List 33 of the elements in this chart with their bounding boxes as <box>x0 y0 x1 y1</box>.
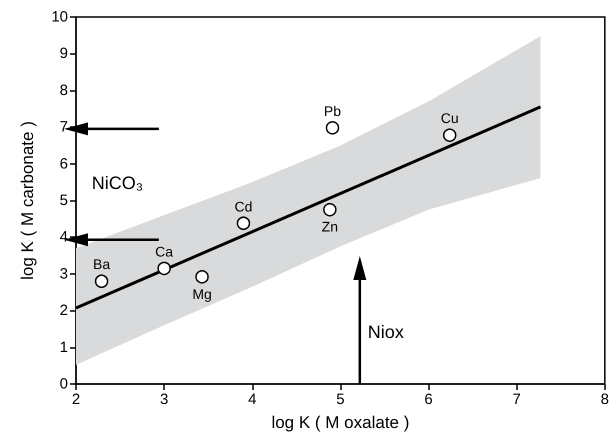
x-axis-title: log K ( M oxalate ) <box>271 413 410 432</box>
x-tick-label: 7 <box>512 391 521 408</box>
x-tick-label: 8 <box>600 391 609 408</box>
annotation: Pb <box>324 102 342 119</box>
y-tick-label: 3 <box>60 265 68 282</box>
annotation: Zn <box>322 218 338 235</box>
annotation: Cu <box>440 110 459 126</box>
series-label: Niox <box>368 322 404 342</box>
x-tick-label: 6 <box>424 391 433 408</box>
text: NiCO₃ <box>92 172 144 193</box>
point <box>157 262 171 276</box>
annotation: Ca <box>155 243 174 260</box>
y-tick-label: 2 <box>60 302 68 320</box>
point <box>323 202 337 216</box>
x-tick-label: 4 <box>248 391 256 408</box>
point <box>442 128 456 142</box>
x-tick-label: 2 <box>72 391 80 408</box>
point <box>195 270 209 284</box>
y-tick-label: 0 <box>60 376 68 392</box>
y-tick-label: 6 <box>60 155 68 172</box>
y-tick-label: 1 <box>60 338 68 356</box>
y-tick-label: 5 <box>60 192 68 209</box>
point <box>94 274 108 288</box>
annotation: Ba <box>93 256 110 272</box>
y-tick-label: 10 <box>51 8 68 26</box>
annotation: Mg <box>192 286 212 302</box>
x-tick-label: 5 <box>336 391 345 408</box>
y-tick-label: 9 <box>60 45 68 62</box>
x-tick-label: 3 <box>160 391 168 408</box>
y-tick-label: 8 <box>60 82 68 99</box>
y-axis-title: log K ( M carbonate ) <box>18 121 37 280</box>
point <box>236 216 250 230</box>
annotation: Cd <box>234 198 252 214</box>
